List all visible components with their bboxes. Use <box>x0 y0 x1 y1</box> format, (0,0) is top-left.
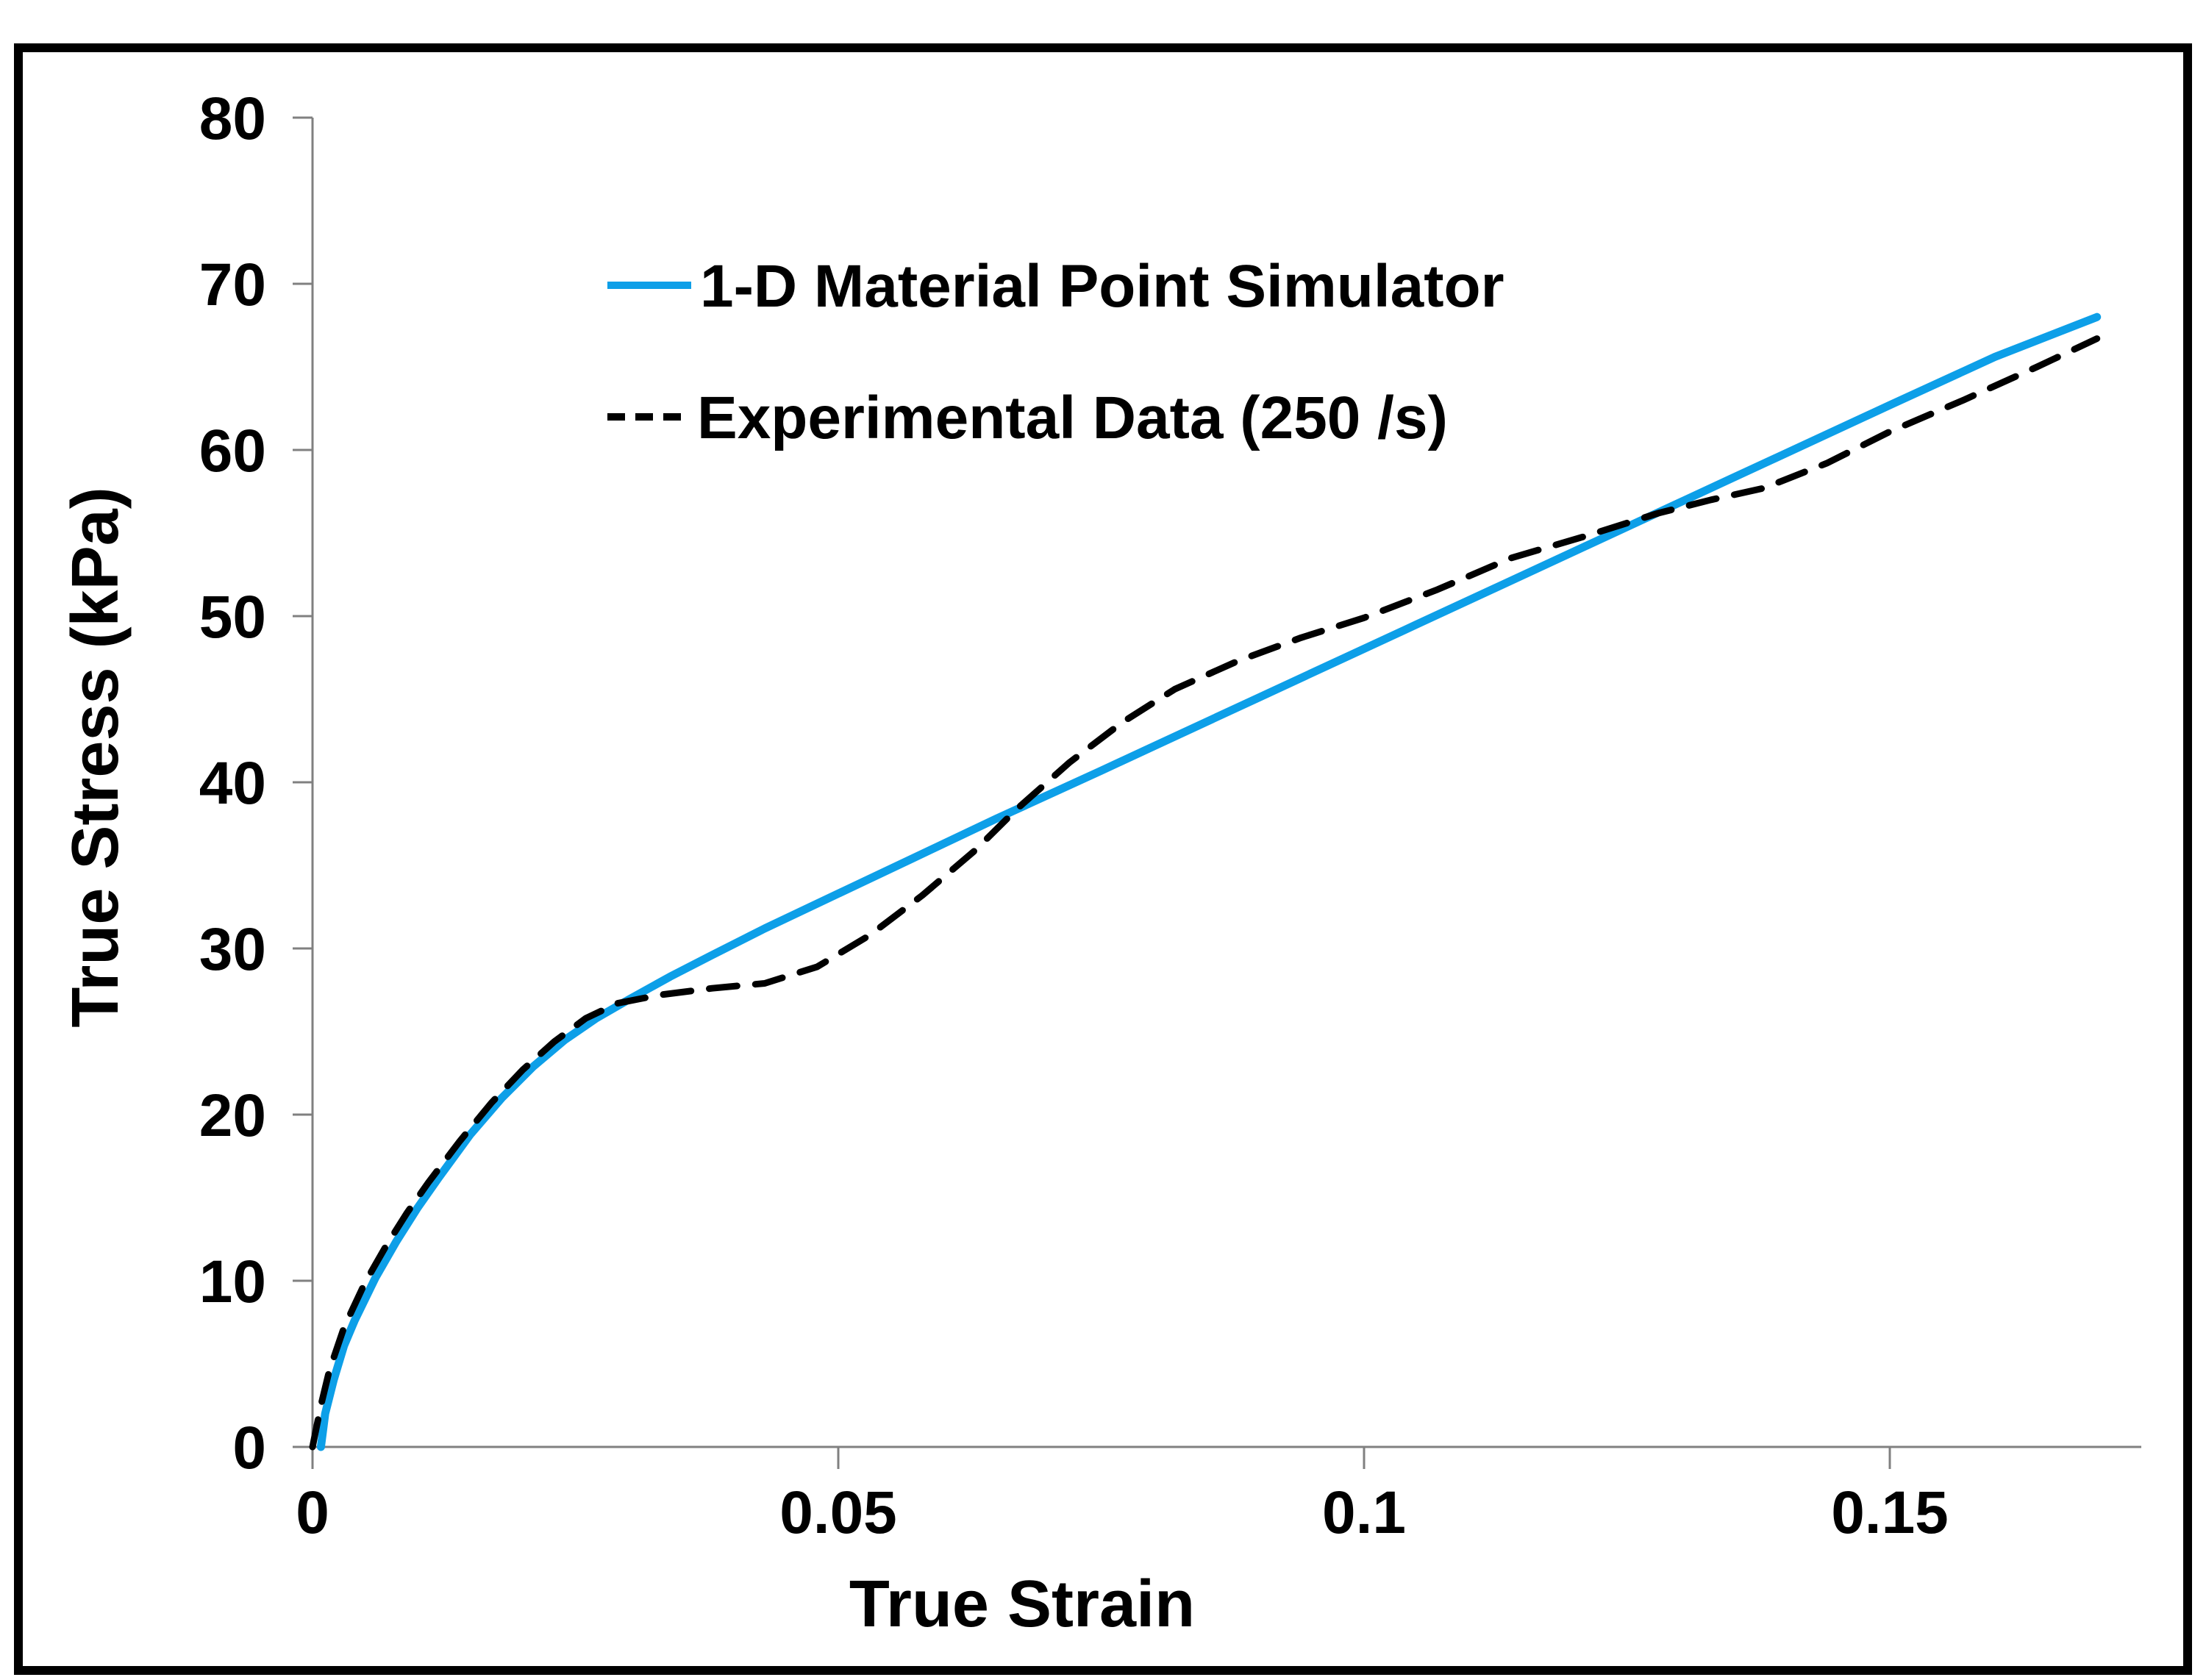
x-tick-label: 0.1 <box>1322 1479 1406 1546</box>
x-axis-title: True Strain <box>849 1568 1195 1641</box>
y-tick-label: 80 <box>199 85 266 152</box>
simulator-curve <box>316 312 2102 1451</box>
y-axis-ticks: 0 10 20 30 40 50 60 70 80 <box>199 85 313 1481</box>
y-tick-label: 20 <box>199 1082 266 1149</box>
experimental-curve <box>309 335 2101 1451</box>
data-series <box>309 312 2102 1451</box>
y-axis-title: True Stress (kPa) <box>59 487 132 1027</box>
x-axis-ticks: 0 0.05 0.1 0.15 <box>296 1447 1949 1546</box>
x-tick-label: 0.05 <box>779 1479 897 1546</box>
legend-label-experimental: Experimental Data (250 /s) <box>697 385 1448 451</box>
legend-label-simulator: 1-D Material Point Simulator <box>700 253 1504 320</box>
figure-border <box>14 43 2192 1675</box>
y-tick-label: 10 <box>199 1248 266 1315</box>
y-tick-label: 0 <box>232 1415 266 1481</box>
y-tick-label: 30 <box>199 916 266 983</box>
y-tick-label: 40 <box>199 750 266 817</box>
y-tick-label: 50 <box>199 584 266 651</box>
legend: 1-D Material Point Simulator Experimenta… <box>607 253 1504 451</box>
x-tick-label: 0.15 <box>1831 1479 1949 1546</box>
x-tick-label: 0 <box>296 1479 329 1546</box>
y-tick-label: 70 <box>199 251 266 318</box>
y-tick-label: 60 <box>199 418 266 485</box>
